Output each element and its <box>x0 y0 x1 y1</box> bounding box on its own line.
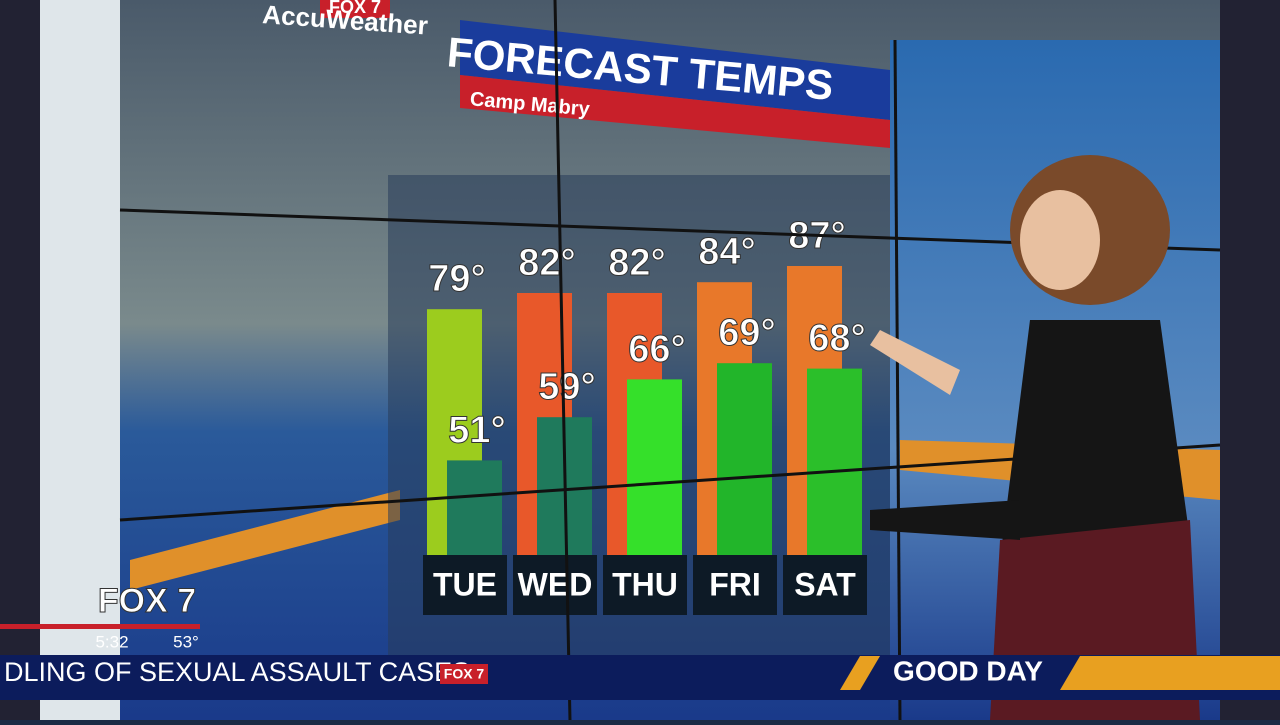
x-tick-label: THU <box>612 566 678 602</box>
bar <box>717 363 772 555</box>
value-label: 51° <box>448 409 505 451</box>
value-label: 82° <box>608 242 665 284</box>
show-box <box>860 656 1080 690</box>
category-box <box>513 555 597 615</box>
value-label: 59° <box>538 366 595 408</box>
ticker-logo: FOX 7 <box>444 666 485 682</box>
logo-box <box>320 0 390 18</box>
bar <box>807 368 862 555</box>
bar <box>627 379 682 555</box>
value-label: 79° <box>428 258 485 300</box>
x-tick-label: WED <box>518 566 593 602</box>
bars: 79°51°TUE82°59°WED82°66°THU84°69°FRI87°6… <box>423 215 867 615</box>
value-label: 82° <box>518 242 575 284</box>
wall-edge <box>40 0 120 720</box>
x-tick-label: FRI <box>709 566 761 602</box>
category-box <box>693 555 777 615</box>
current-temp: 53° <box>173 632 199 651</box>
value-label: 68° <box>808 318 865 360</box>
category-box <box>783 555 867 615</box>
time: 5:32 <box>95 632 128 651</box>
ticker-logo-box <box>440 664 488 684</box>
show-name: GOOD DAY <box>893 655 1043 686</box>
value-label: 84° <box>698 231 755 273</box>
x-tick-label: TUE <box>433 566 497 602</box>
ticker-text: DLING OF SEXUAL ASSAULT CASES <box>4 657 470 687</box>
value-label: 69° <box>718 312 775 354</box>
category-box <box>423 555 507 615</box>
value-label: 66° <box>628 328 685 370</box>
corner-logo: FOX 7 <box>98 582 196 620</box>
swoosh <box>130 490 400 590</box>
x-tick-label: SAT <box>794 566 856 602</box>
bar <box>447 460 502 555</box>
subtitle-bar <box>460 75 890 148</box>
corner-rule <box>0 624 200 629</box>
title-bar <box>460 20 890 120</box>
category-box <box>603 555 687 615</box>
station-logo: FOX 7 <box>329 0 381 17</box>
